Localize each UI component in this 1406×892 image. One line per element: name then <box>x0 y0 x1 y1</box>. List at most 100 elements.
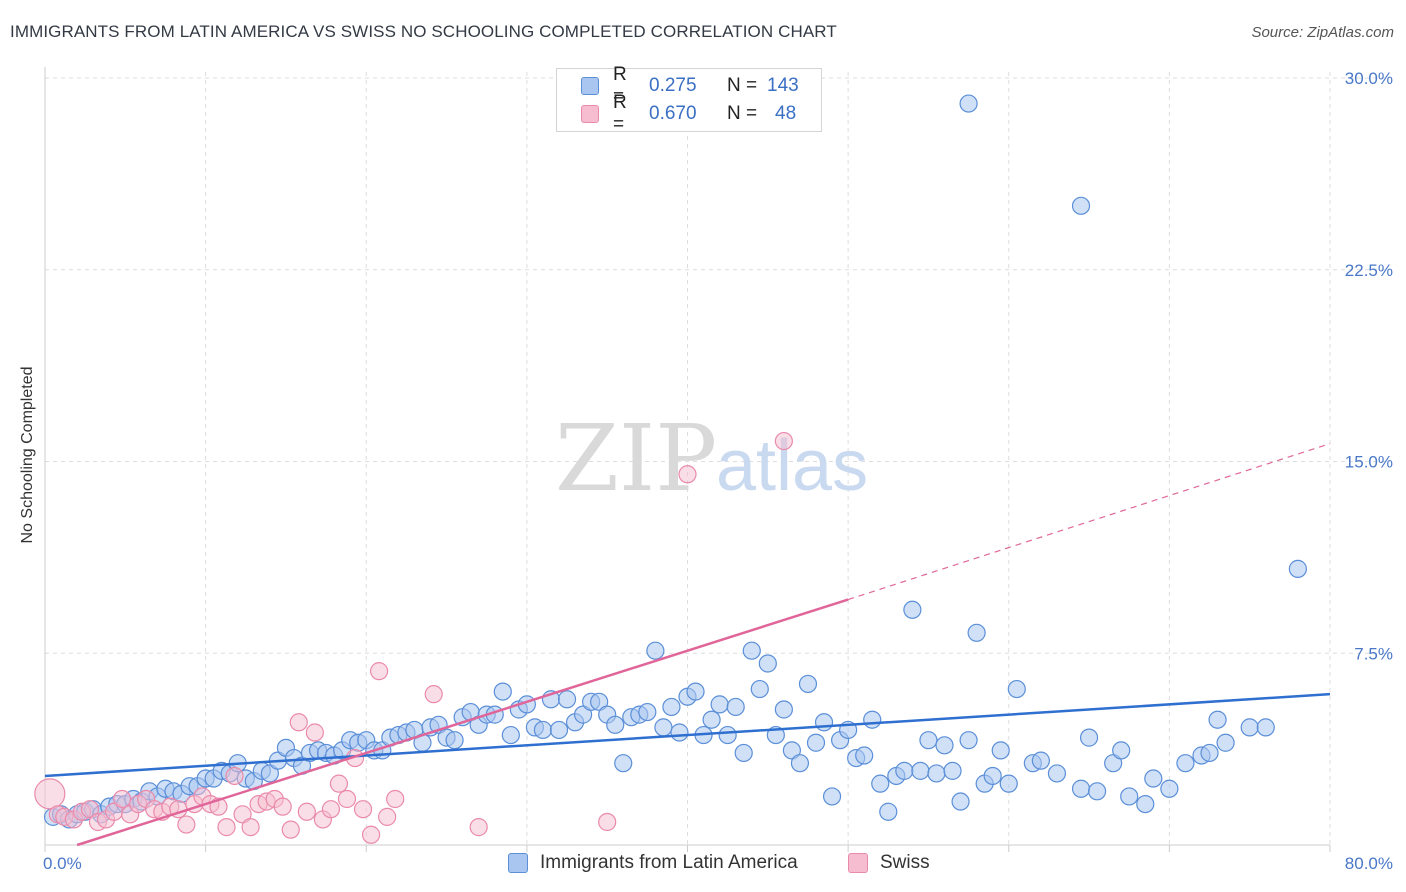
data-point-swiss <box>678 465 697 484</box>
data-point-swiss <box>273 797 292 816</box>
data-point-latin-america <box>1136 794 1155 814</box>
x-tick-labels: 0.0% 80.0% <box>43 854 1393 873</box>
data-point-latin-america <box>710 695 729 714</box>
legend-n-label: N = <box>727 75 758 96</box>
data-point-latin-america <box>879 802 898 821</box>
data-point-latin-america <box>814 713 834 732</box>
data-point-latin-america <box>1104 754 1123 773</box>
data-point-latin-america <box>1007 679 1026 699</box>
data-point-latin-america <box>670 723 689 742</box>
data-point-latin-america <box>1200 743 1219 763</box>
y-tick-labels: 7.5% 15.0% 22.5% 30.0% <box>1345 69 1393 663</box>
data-point-latin-america <box>1240 718 1259 737</box>
data-point-swiss <box>370 662 389 681</box>
data-point-latin-america <box>1176 754 1195 773</box>
data-point-swiss <box>386 789 405 809</box>
data-point-latin-america <box>774 700 793 719</box>
data-point-swiss <box>598 812 617 832</box>
data-point-latin-america <box>1071 779 1091 798</box>
x-tick-label: 0.0% <box>43 854 82 873</box>
data-point-latin-america <box>935 736 954 755</box>
data-point-latin-america <box>590 692 609 711</box>
data-point-latin-america <box>718 725 737 745</box>
x-tick-label: 80.0% <box>1345 854 1393 873</box>
data-point-latin-america <box>855 746 874 765</box>
data-point-swiss <box>321 800 341 819</box>
legend-item-latin-america[interactable]: Immigrants from Latin America <box>508 852 798 874</box>
data-point-latin-america <box>806 733 826 752</box>
data-point-latin-america <box>863 710 882 729</box>
legend-row-swiss: R = 0.670 N = 48 <box>581 92 797 135</box>
series-swiss-points <box>34 431 793 844</box>
chart-title: IMMIGRANTS FROM LATIN AMERICA VS SWISS N… <box>10 22 837 41</box>
y-tick-label: 7.5% <box>1354 644 1393 663</box>
data-point-latin-america <box>726 697 745 717</box>
trend-line-swiss <box>76 598 849 847</box>
data-point-swiss <box>424 685 443 704</box>
data-point-latin-america <box>790 754 810 773</box>
data-point-swiss <box>353 800 373 819</box>
data-point-latin-america <box>1120 787 1139 806</box>
data-point-latin-america <box>1079 728 1099 747</box>
correlation-legend: R = 0.275 N = 143 R = 0.670 N = 48 <box>556 64 822 135</box>
data-point-latin-america <box>1144 769 1163 788</box>
data-point-latin-america <box>1112 741 1131 760</box>
series-legend: Immigrants from Latin America Swiss <box>0 852 1406 876</box>
source-label: Source: ZipAtlas.com <box>1251 24 1394 41</box>
legend-row-latin-america: R = 0.275 N = 143 <box>581 64 799 107</box>
legend-item-swiss[interactable]: Swiss <box>848 852 930 874</box>
data-point-swiss <box>329 774 349 793</box>
data-point-latin-america <box>822 787 842 806</box>
y-tick-label: 22.5% <box>1345 261 1393 280</box>
data-point-latin-america <box>614 754 633 773</box>
data-point-swiss <box>361 825 381 844</box>
data-point-latin-america <box>895 761 914 780</box>
y-tick-label: 15.0% <box>1345 453 1393 472</box>
data-point-latin-america <box>798 674 818 694</box>
data-point-swiss <box>80 800 100 819</box>
data-point-swiss <box>337 789 357 809</box>
watermark-zip: ZIP <box>555 405 717 512</box>
data-point-latin-america <box>1031 751 1050 770</box>
data-point-latin-america <box>493 682 512 701</box>
data-point-latin-america <box>782 741 802 760</box>
legend-label-swiss: Swiss <box>880 852 930 873</box>
data-point-swiss <box>305 723 324 742</box>
data-point-latin-america <box>1216 733 1235 752</box>
trend-line-latin-america <box>44 692 1331 778</box>
legend-swatch-pink <box>581 105 599 123</box>
y-tick-label: 30.0% <box>1345 69 1393 88</box>
legend-swatch-pink <box>848 853 868 873</box>
data-point-swiss <box>225 766 244 786</box>
data-point-latin-america <box>638 702 657 722</box>
data-point-latin-america <box>903 600 922 619</box>
data-point-latin-america <box>533 720 553 740</box>
legend-swatch-blue <box>581 77 599 95</box>
data-point-swiss <box>297 802 316 821</box>
data-point-latin-america <box>983 766 1002 786</box>
data-point-latin-america <box>654 718 673 737</box>
data-point-latin-america <box>606 715 625 734</box>
data-point-latin-america <box>951 792 970 811</box>
data-point-latin-america <box>445 731 464 750</box>
data-point-latin-america <box>501 725 520 745</box>
data-point-latin-america <box>702 710 721 729</box>
data-point-latin-america <box>999 774 1018 793</box>
legend-n-label: N = <box>727 103 758 124</box>
legend-r-value: 0.670 <box>649 103 697 124</box>
data-point-swiss <box>378 807 397 826</box>
data-point-swiss <box>177 815 196 834</box>
data-point-swiss <box>289 713 308 732</box>
data-point-latin-america <box>734 743 753 763</box>
data-point-latin-america <box>871 774 890 793</box>
data-point-latin-america <box>911 761 930 780</box>
data-point-latin-america <box>758 654 777 673</box>
data-point-latin-america <box>991 741 1010 760</box>
legend-swatch-blue <box>508 853 528 873</box>
legend-n-value: 48 <box>775 103 797 124</box>
trend-line-swiss-extension <box>847 443 1331 601</box>
data-point-latin-america <box>1087 782 1107 801</box>
legend-r-label: R = <box>613 92 627 135</box>
grid-lines <box>44 67 1390 852</box>
